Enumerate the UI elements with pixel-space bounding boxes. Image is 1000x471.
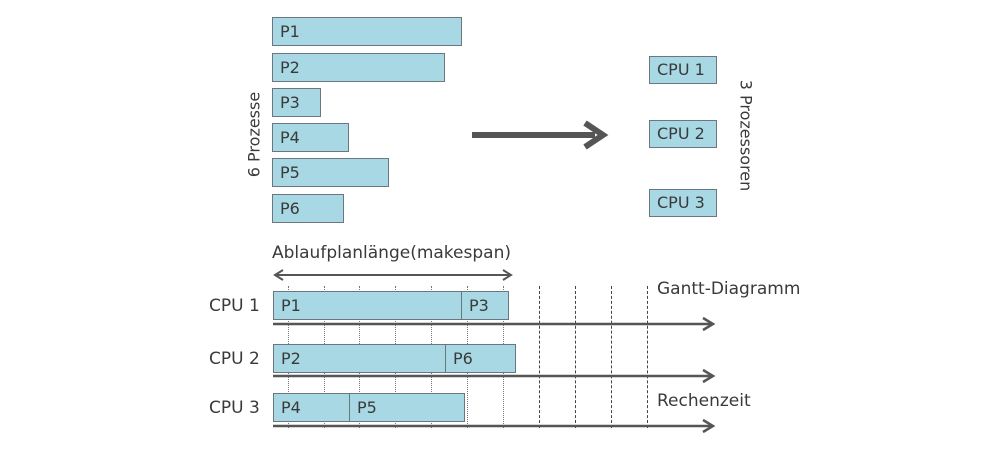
process-p1: P1 [272,17,462,46]
timeline-arrow-icon [273,418,716,434]
task-label: P1 [281,295,301,315]
process-p5: P5 [272,158,389,187]
gantt-row-label: CPU 2 [209,349,260,369]
gantt-task-p6: P6 [445,344,516,373]
task-label: P5 [357,397,377,417]
process-p2: P2 [272,53,445,82]
process-label: P1 [280,21,300,41]
time-grid-line [611,286,612,428]
task-label: P2 [281,348,301,368]
process-p4: P4 [272,123,349,152]
processor-label: CPU 2 [657,124,705,143]
process-label: P2 [280,57,300,77]
processor-label: CPU 1 [657,60,705,79]
processor-cpu2: CPU 2 [649,120,717,148]
time-grid-line [539,286,540,428]
process-label: P3 [280,92,300,112]
task-label: P4 [281,397,301,417]
process-label: P4 [280,127,300,147]
task-label: P6 [453,348,473,368]
processor-cpu3: CPU 3 [649,189,717,217]
time-axis-label: Rechenzeit [657,391,751,411]
process-p3: P3 [272,88,321,117]
time-grid-line [575,286,576,428]
timeline-arrow-icon [273,316,716,332]
gantt-row-label: CPU 3 [209,398,260,418]
timeline-arrow-icon [273,368,716,384]
gantt-task-p2: P2 [273,344,446,373]
gantt-task-p1: P1 [273,291,462,320]
gantt-task-p4: P4 [273,393,350,422]
gantt-label: Gantt-Diagramm [657,279,801,299]
processor-cpu1: CPU 1 [649,56,717,84]
process-label: P5 [280,162,300,182]
task-label: P3 [469,295,489,315]
gantt-task-p3: P3 [461,291,509,320]
makespan-label: Ablaufplanlänge(makespan) [272,243,511,263]
processor-label: CPU 3 [657,193,705,212]
gantt-task-p5: P5 [349,393,465,422]
gantt-row-label: CPU 1 [209,296,260,316]
process-label: P6 [280,198,300,218]
process-p6: P6 [272,194,344,223]
time-grid-line [647,286,648,428]
